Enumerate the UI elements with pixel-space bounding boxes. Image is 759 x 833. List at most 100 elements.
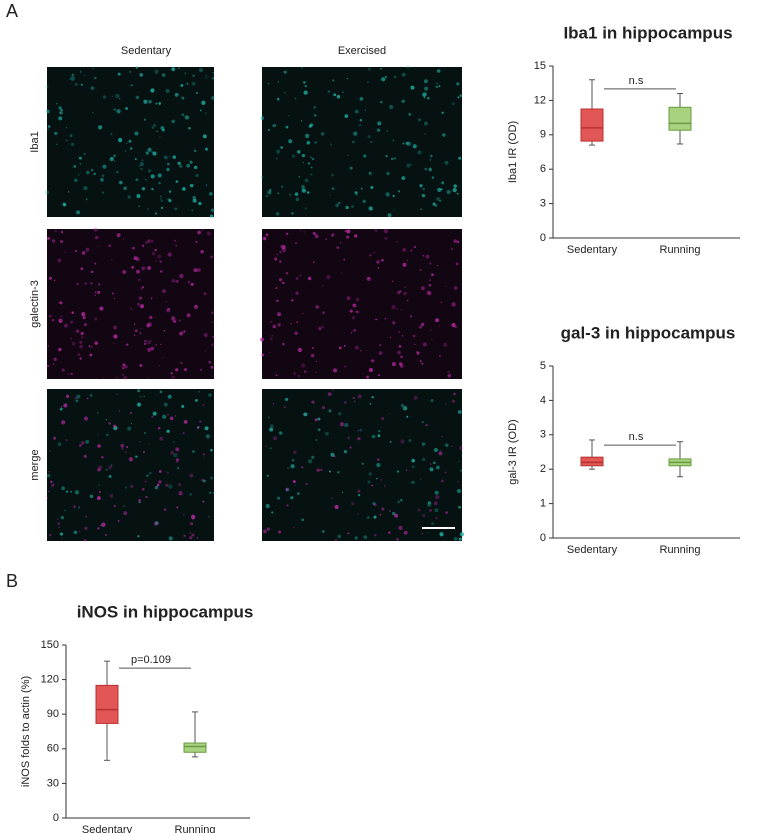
cell <box>356 194 358 196</box>
cell <box>197 426 200 429</box>
cell <box>148 443 150 445</box>
cell <box>81 250 86 255</box>
cell <box>284 406 286 408</box>
cell <box>124 450 128 453</box>
cell <box>269 447 272 450</box>
cell <box>303 412 308 417</box>
cell <box>186 313 191 318</box>
cell <box>193 165 198 170</box>
cell <box>293 372 296 375</box>
cell <box>113 504 117 508</box>
cell <box>161 73 166 77</box>
cell <box>291 154 296 158</box>
cell <box>429 166 431 168</box>
cell <box>269 320 273 323</box>
cell <box>377 121 382 126</box>
box <box>668 106 692 131</box>
cell <box>211 311 214 315</box>
cell <box>90 270 94 274</box>
cell <box>181 96 185 100</box>
cell <box>285 232 289 236</box>
cell <box>433 501 438 506</box>
cell <box>135 455 138 458</box>
cell <box>457 410 462 414</box>
cell <box>179 273 184 279</box>
cell <box>434 204 438 207</box>
cell <box>280 146 283 149</box>
cell <box>444 443 449 447</box>
cell <box>83 185 88 191</box>
cell <box>427 501 432 505</box>
cell <box>282 342 285 346</box>
cell <box>74 490 80 495</box>
cell <box>344 229 347 233</box>
cell <box>430 329 432 332</box>
cell <box>443 342 448 347</box>
cell <box>359 350 362 352</box>
cell <box>81 336 84 339</box>
cell <box>340 242 342 244</box>
cell <box>278 278 283 282</box>
y-axis-label: gal-3 IR (OD) <box>507 419 519 484</box>
cell <box>50 480 53 484</box>
cell <box>456 240 460 244</box>
cell <box>333 93 337 97</box>
cell <box>349 309 353 313</box>
cell <box>357 394 362 399</box>
cell <box>163 402 168 407</box>
cell <box>423 79 428 84</box>
cell <box>108 465 112 470</box>
cell <box>304 84 307 88</box>
cell <box>128 457 133 462</box>
cell <box>367 480 371 484</box>
cell <box>59 301 63 305</box>
cell <box>138 278 141 281</box>
cell <box>272 125 274 127</box>
cell <box>77 174 80 176</box>
cell <box>315 371 317 373</box>
cell <box>130 307 133 310</box>
cell <box>168 484 173 489</box>
cell <box>427 291 432 296</box>
cell <box>171 278 176 283</box>
cell <box>422 92 427 97</box>
cell <box>427 532 429 534</box>
cell <box>153 521 158 526</box>
cell <box>333 368 338 373</box>
cell <box>429 154 433 158</box>
cell <box>139 441 141 443</box>
cell <box>276 97 280 101</box>
cell <box>369 253 372 257</box>
cell <box>153 124 156 127</box>
cell <box>166 308 171 313</box>
row-label: Iba1 <box>29 131 41 152</box>
cell <box>196 92 198 94</box>
cell <box>205 184 208 186</box>
cell <box>283 91 286 94</box>
cell <box>398 345 402 348</box>
cell <box>394 513 399 518</box>
cell <box>336 95 341 99</box>
cell <box>111 95 113 97</box>
column-label: Exercised <box>338 45 386 57</box>
cell <box>277 323 281 327</box>
cell <box>439 354 441 357</box>
cell <box>118 180 123 185</box>
cell <box>212 321 214 323</box>
cell <box>51 318 55 322</box>
cell <box>436 69 441 73</box>
cell <box>317 417 321 421</box>
cell <box>190 522 194 526</box>
cell <box>135 95 140 100</box>
cell <box>191 533 195 537</box>
cell <box>270 424 274 428</box>
cell <box>329 143 333 146</box>
cell <box>152 151 157 156</box>
cell <box>91 111 94 114</box>
cell <box>450 247 454 251</box>
x-tick-label: Sedentary <box>567 244 618 256</box>
cell <box>98 490 101 494</box>
cell <box>124 150 127 152</box>
cell <box>49 450 51 452</box>
cell <box>58 526 61 529</box>
